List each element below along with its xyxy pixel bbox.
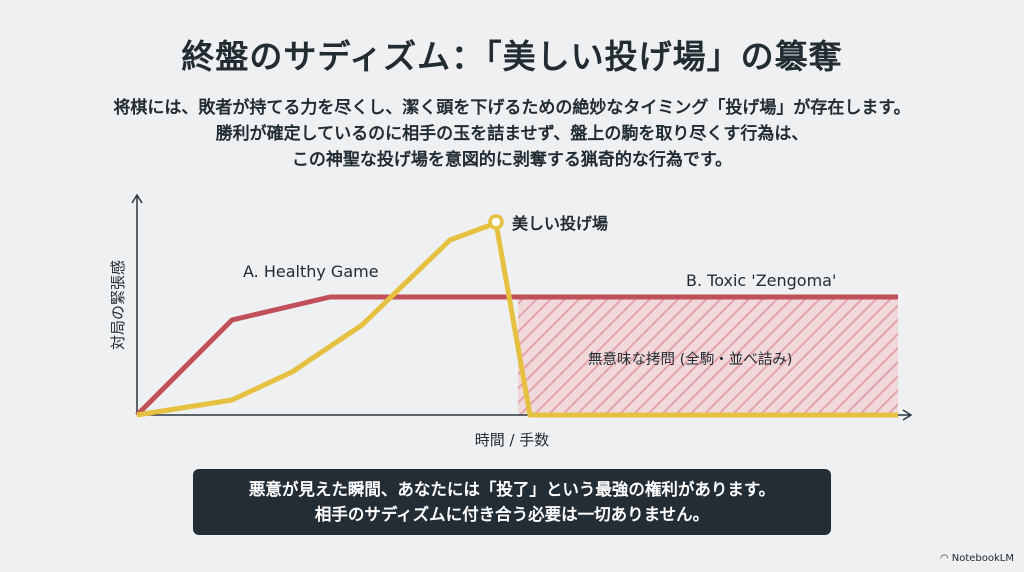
slide-title: 終盤のサディズム：「美しい投げ場」の簒奪: [181, 37, 843, 76]
brand-watermark: ◠ NotebookLM: [940, 553, 1014, 564]
intro-line: 将棋には、敗者が持てる力を尽くし、潔く頭を下げるための絶妙なタイミング「投げ場」…: [113, 98, 911, 118]
toxic-line: [135, 294, 898, 417]
healthy-label: A. Healthy Game: [243, 262, 379, 281]
callout-line: 相手のサディズムに付き合う必要は一切ありません。: [314, 505, 710, 524]
x-axis-label: 時間 / 手数: [475, 431, 550, 449]
intro-line: 勝利が確定しているのに相手の玉を詰ませず、盤上の駒を取り尽くす行為は、: [215, 124, 809, 144]
intro-text: 将棋には、敗者が持てる力を尽くし、潔く頭を下げるための絶妙なタイミング「投げ場」…: [0, 95, 1024, 173]
callout-line: 悪意が見えた瞬間、あなたには「投了」という最強の権利があります。: [248, 480, 776, 499]
healthy-line: [136, 220, 898, 418]
intro-line: この神聖な投げ場を意図的に剥奪する猟奇的な行為です。: [291, 150, 733, 170]
x-axis-arrow-icon: [902, 409, 913, 421]
toxic-label: B. Toxic 'Zengoma': [686, 271, 836, 290]
hatched-area: [518, 297, 898, 415]
peak-label: 美しい投げ場: [512, 214, 608, 233]
peak-marker: [488, 214, 504, 230]
callout-box: 悪意が見えた瞬間、あなたには「投了」という最強の権利があります。 相手のサディズ…: [193, 469, 831, 535]
hatched-label: 無意味な拷問 (全駒・並べ詰み): [588, 350, 792, 368]
brand-name: NotebookLM: [951, 553, 1014, 564]
y-axis-label: 対局の緊張感: [109, 260, 127, 350]
y-axis-arrow-icon: [131, 193, 143, 204]
notebooklm-logo-icon: ◠: [940, 553, 949, 564]
